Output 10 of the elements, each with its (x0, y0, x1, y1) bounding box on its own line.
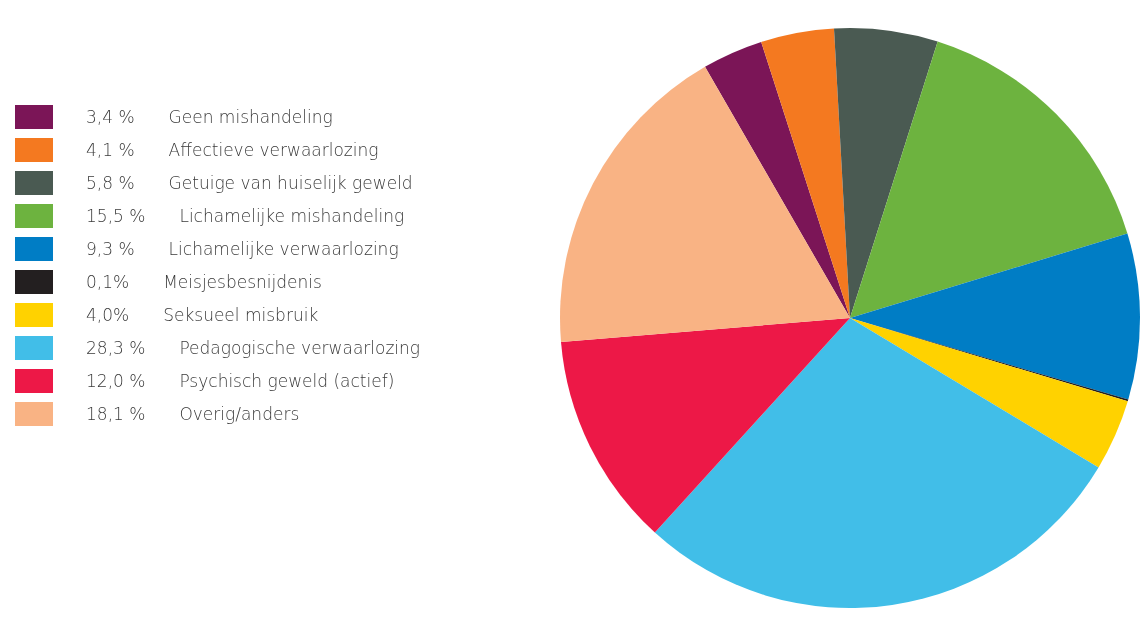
legend-label: 0,1% Meisjesbesnijdenis (86, 272, 322, 292)
legend-label: 15,5 % Lichamelijke mishandeling (86, 206, 405, 226)
legend-label: 4,0% Seksueel misbruik (86, 305, 319, 325)
legend-label: 12,0 % Psychisch geweld (actief) (86, 371, 395, 391)
legend-label: 28,3 % Pedagogische verwaarlozing (86, 338, 421, 358)
legend-label: 3,4 % Geen mishandeling (86, 107, 333, 127)
legend-label: 5,8 % Getuige van huiselijk geweld (86, 173, 413, 193)
legend-label: 9,3 % Lichamelijke verwaarlozing (86, 239, 399, 259)
legend-label: 18,1 % Overig/anders (86, 404, 300, 424)
legend-label: 4,1 % Affectieve verwaarlozing (86, 140, 379, 160)
